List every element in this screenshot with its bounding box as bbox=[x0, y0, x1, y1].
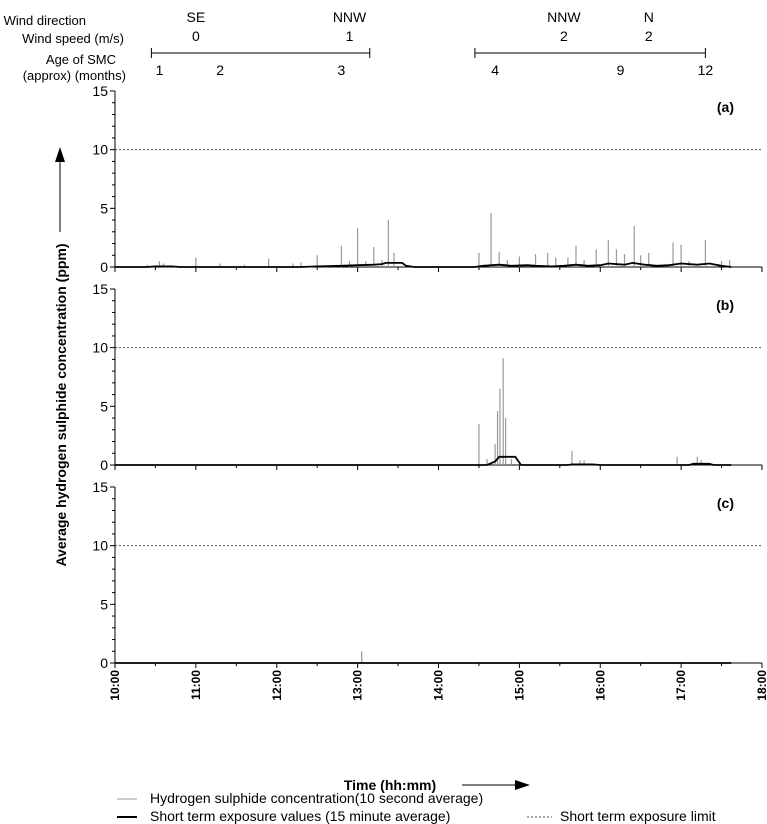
x-tick-label-2: 12:00 bbox=[270, 670, 284, 701]
age-label-4: 9 bbox=[617, 62, 625, 78]
legend: Hydrogen sulphide concentration(10 secon… bbox=[117, 790, 716, 824]
x-axis-label: Time (hh:mm) bbox=[344, 777, 436, 793]
panel-0: 0 5 10 15 (a) bbox=[92, 83, 763, 275]
wind-speed-label: Wind speed (m/s) bbox=[22, 31, 124, 46]
x-tick-label-3: 13:00 bbox=[351, 670, 365, 701]
x-tick-label-8: 18:00 bbox=[755, 670, 767, 701]
age-label-line2: (approx) (months) bbox=[23, 68, 126, 83]
panel-2: 0 5 10 15 (c) bbox=[92, 479, 763, 671]
wind-speed-2: 2 bbox=[560, 28, 568, 44]
stev-line-0 bbox=[115, 261, 732, 268]
y-axis-label: Average hydrogen sulphide concentration … bbox=[53, 243, 69, 566]
age-label-5: 12 bbox=[698, 62, 714, 78]
wind-direction-label: Wind direction bbox=[4, 13, 86, 28]
wind-speed-3: 2 bbox=[645, 28, 653, 44]
shared-axes: Average hydrogen sulphide concentration … bbox=[53, 147, 767, 793]
y-tick-label-1-2: 10 bbox=[92, 340, 108, 356]
panel-label-1: (b) bbox=[716, 297, 734, 313]
age-label-line1: Age of SMC bbox=[46, 52, 116, 67]
legend-h2s-label: Hydrogen sulphide concentration(10 secon… bbox=[150, 790, 483, 806]
y-tick-label-1-3: 15 bbox=[92, 281, 108, 297]
wind-direction-2: NNW bbox=[547, 9, 581, 25]
x-tick-label-5: 15:00 bbox=[512, 670, 526, 701]
wind-direction-3: N bbox=[644, 9, 654, 25]
x-axis-arrow-head bbox=[515, 780, 530, 790]
wind-speed-0: 0 bbox=[192, 28, 200, 44]
x-tick-label-4: 14:00 bbox=[432, 670, 446, 701]
age-label-0: 1 bbox=[156, 62, 164, 78]
y-axis-arrow-head bbox=[55, 147, 65, 162]
chart-panels: 0 5 10 15 (a) 0 5 10 15 (b) 0 5 10 15 (c) bbox=[92, 83, 763, 671]
y-tick-label-2-0: 0 bbox=[100, 655, 108, 671]
x-tick-label-6: 16:00 bbox=[593, 670, 607, 701]
age-label-3: 4 bbox=[491, 62, 499, 78]
stev-line-1 bbox=[115, 455, 732, 466]
header-annotations: Wind direction Wind speed (m/s) Age of S… bbox=[4, 9, 714, 83]
y-tick-label-0-1: 5 bbox=[100, 200, 108, 216]
wind-direction-0: SE bbox=[187, 9, 206, 25]
panel-label-0: (a) bbox=[717, 99, 734, 115]
y-tick-label-1-0: 0 bbox=[100, 457, 108, 473]
wind-direction-1: NNW bbox=[333, 9, 367, 25]
x-tick-label-1: 11:00 bbox=[189, 670, 203, 700]
y-tick-label-0-0: 0 bbox=[100, 259, 108, 275]
legend-stev-label: Short term exposure values (15 minute av… bbox=[150, 808, 450, 824]
age-label-1: 2 bbox=[216, 62, 224, 78]
y-tick-label-0-2: 10 bbox=[92, 142, 108, 158]
y-tick-label-0-3: 15 bbox=[92, 83, 108, 99]
panel-label-2: (c) bbox=[717, 495, 734, 511]
panel-1: 0 5 10 15 (b) bbox=[92, 281, 763, 473]
age-label-2: 3 bbox=[338, 62, 346, 78]
y-tick-label-2-1: 5 bbox=[100, 596, 108, 612]
wind-speed-1: 1 bbox=[346, 28, 354, 44]
x-tick-label-0: 10:00 bbox=[108, 670, 122, 701]
y-tick-label-2-3: 15 bbox=[92, 479, 108, 495]
y-tick-label-2-2: 10 bbox=[92, 538, 108, 554]
y-tick-label-1-1: 5 bbox=[100, 398, 108, 414]
legend-limit-label: Short term exposure limit bbox=[560, 808, 716, 824]
x-tick-label-7: 17:00 bbox=[674, 670, 688, 701]
